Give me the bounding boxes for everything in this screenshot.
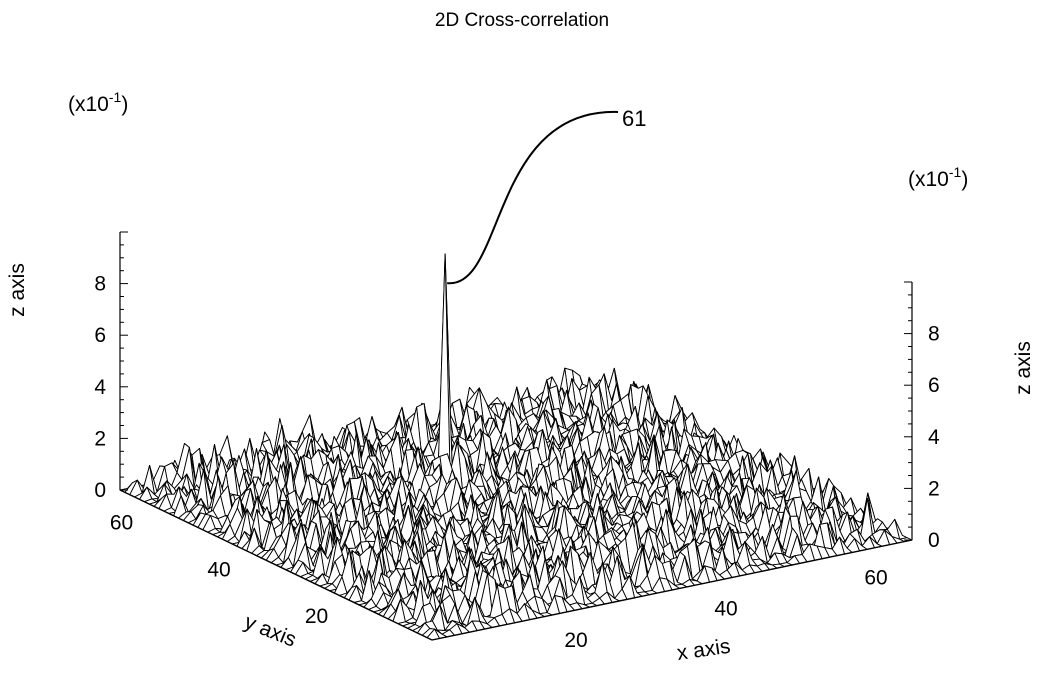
z-tick-label-right: 8 (928, 323, 940, 346)
z-multiplier-right: (x10-1) (908, 164, 968, 191)
z-tick-label-left: 2 (94, 427, 106, 450)
x-axis-label: x axis (675, 635, 731, 665)
z-tick-label-right: 2 (928, 477, 940, 500)
z-multiplier-left-base: (x10 (68, 93, 109, 116)
z-axis-label-left: z axis (6, 263, 29, 317)
y-tick-label: 40 (207, 558, 230, 581)
z-tick-label-left: 0 (94, 479, 106, 502)
chart-title: 2D Cross-correlation (435, 10, 609, 31)
z-tick-label-left: 6 (94, 324, 106, 347)
x-tick-label: 60 (864, 566, 887, 589)
reference-numeral: 61 (622, 106, 646, 131)
z-tick-label-right: 0 (928, 529, 940, 552)
z-multiplier-left-close: ) (121, 93, 128, 116)
z-tick-label-left: 4 (94, 376, 106, 399)
surface-cell (438, 254, 450, 488)
z-tick-label-right: 4 (928, 426, 940, 449)
z-axis-label-right: z axis (1012, 341, 1035, 395)
z-tick-label-right: 6 (928, 374, 940, 397)
z-tick-label-left: 8 (94, 273, 106, 296)
z-multiplier-right-base: (x10 (908, 168, 949, 191)
z-multiplier-left-exp: -1 (109, 89, 122, 105)
x-tick-label: 20 (564, 629, 587, 652)
y-tick-label: 60 (110, 511, 133, 534)
z-multiplier-right-close: ) (961, 168, 968, 191)
z-multiplier-left: (x10-1) (68, 89, 128, 116)
reference-leader-line (447, 112, 618, 283)
y-axis-label: y axis (241, 610, 299, 651)
x-tick-label: 40 (714, 598, 737, 621)
z-multiplier-right-exp: -1 (949, 164, 962, 180)
surface-mesh (120, 254, 912, 640)
y-tick-label: 20 (305, 605, 328, 628)
